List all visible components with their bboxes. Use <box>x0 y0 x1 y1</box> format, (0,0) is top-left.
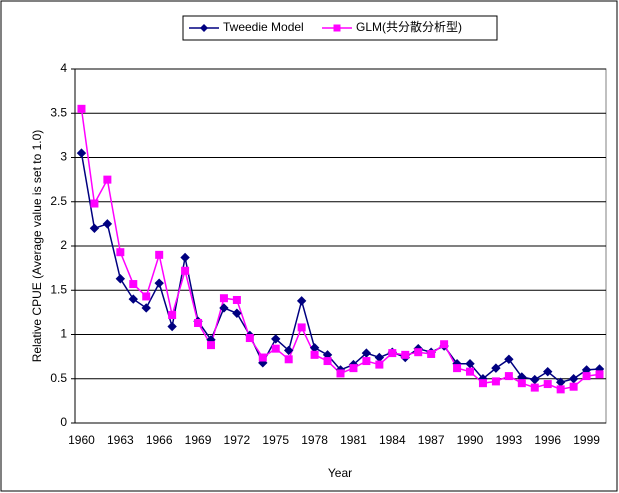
marker-square <box>466 367 475 376</box>
marker-square <box>375 360 384 369</box>
y-tick-label: 4 <box>60 61 67 75</box>
y-tick-label: 3.5 <box>50 105 67 119</box>
x-tick-label: 1978 <box>301 433 328 447</box>
y-tick-label: 1.5 <box>50 282 67 296</box>
marker-square <box>194 318 203 327</box>
marker-square <box>582 372 591 381</box>
x-tick-label: 1969 <box>185 433 212 447</box>
x-tick-label: 1960 <box>68 433 95 447</box>
marker-square <box>258 353 267 362</box>
y-tick-label: 1 <box>60 327 67 341</box>
marker-square <box>543 380 552 389</box>
marker-diamond <box>232 308 242 318</box>
marker-square <box>181 266 190 275</box>
marker-square <box>336 369 345 378</box>
y-tick-label: 2 <box>60 238 67 252</box>
legend-marker <box>200 24 208 32</box>
marker-square <box>362 357 371 366</box>
marker-square <box>453 364 462 373</box>
marker-square <box>297 323 306 332</box>
marker-square <box>427 349 436 358</box>
marker-diamond <box>283 345 294 356</box>
marker-square <box>206 341 215 350</box>
marker-diamond <box>543 366 553 377</box>
x-tick-label: 1975 <box>262 433 289 447</box>
y-tick-label: 3 <box>60 150 67 164</box>
marker-diamond <box>76 148 87 158</box>
x-tick-label: 1984 <box>379 433 406 447</box>
marker-square <box>323 357 332 366</box>
marker-square <box>232 295 241 304</box>
marker-diamond <box>219 303 229 313</box>
x-tick-label: 1987 <box>418 433 445 447</box>
marker-square <box>90 199 99 208</box>
marker-diamond <box>491 363 501 373</box>
x-tick-label: 1972 <box>224 433 251 447</box>
marker-square <box>569 382 578 391</box>
x-tick-label: 1993 <box>496 433 523 447</box>
marker-square <box>271 344 280 353</box>
marker-diamond <box>154 278 164 288</box>
x-tick-label: 1966 <box>146 433 173 447</box>
marker-square <box>116 248 125 257</box>
marker-diamond <box>102 219 113 229</box>
marker-square <box>245 334 254 343</box>
x-tick-label: 1996 <box>534 433 561 447</box>
marker-square <box>219 294 228 303</box>
marker-diamond <box>296 296 307 306</box>
legend-marker <box>333 24 341 32</box>
legend-label: GLM(共分散分析型) <box>356 19 462 34</box>
x-tick-label: 1990 <box>457 433 484 447</box>
x-tick-label: 1999 <box>573 433 600 447</box>
marker-square <box>491 377 500 386</box>
marker-square <box>142 292 151 301</box>
marker-diamond <box>180 252 190 263</box>
marker-square <box>284 355 293 364</box>
marker-square <box>595 370 604 379</box>
y-tick-label: 0.5 <box>50 371 67 385</box>
marker-square <box>103 175 112 184</box>
legend-label: Tweedie Model <box>223 20 304 34</box>
marker-diamond <box>141 303 151 313</box>
marker-square <box>388 349 397 358</box>
marker-square <box>440 340 449 349</box>
marker-square <box>414 348 423 357</box>
marker-square <box>504 372 513 381</box>
marker-square <box>168 311 177 320</box>
marker-square <box>310 350 319 359</box>
x-tick-label: 1963 <box>107 433 134 447</box>
marker-square <box>478 379 487 388</box>
marker-diamond <box>89 223 100 234</box>
y-tick-label: 0 <box>60 415 67 429</box>
marker-diamond <box>115 274 126 284</box>
marker-square <box>349 364 358 373</box>
marker-diamond <box>504 354 514 364</box>
marker-square <box>155 250 164 259</box>
marker-square <box>556 385 565 394</box>
marker-square <box>401 350 410 359</box>
marker-square <box>129 280 138 289</box>
x-tick-label: 1981 <box>340 433 367 447</box>
marker-square <box>77 104 86 113</box>
marker-diamond <box>128 294 138 304</box>
marker-square <box>530 383 539 392</box>
x-axis-title: Year <box>328 466 352 480</box>
y-tick-label: 2.5 <box>50 194 67 208</box>
y-axis-title: Relative CPUE (Average value is set to 1… <box>30 130 44 363</box>
marker-diamond <box>271 334 281 344</box>
marker-square <box>517 379 526 388</box>
marker-diamond <box>167 321 177 332</box>
